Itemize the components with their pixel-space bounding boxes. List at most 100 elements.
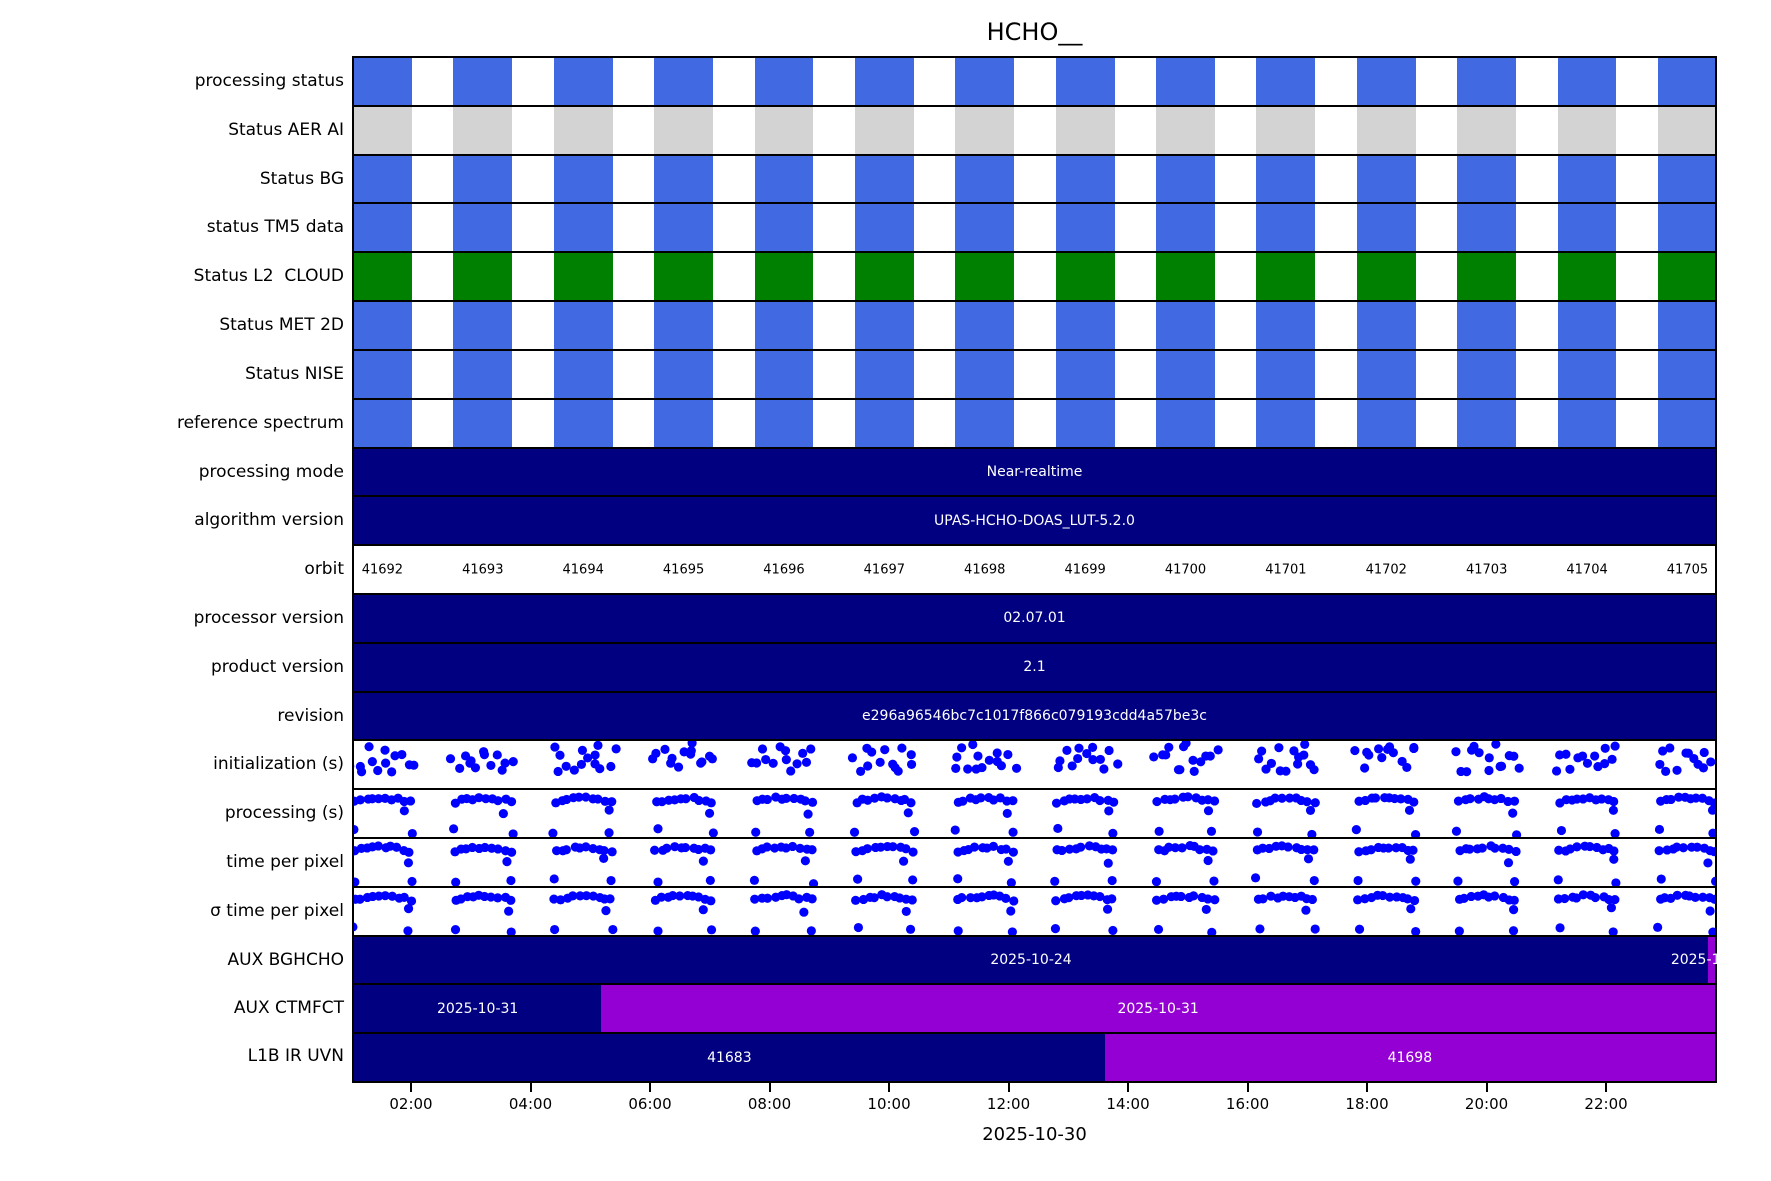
status-block <box>854 58 914 105</box>
status-block <box>754 253 814 301</box>
x-tick-mark <box>888 1083 891 1092</box>
status-block <box>453 399 513 447</box>
scatter-plot-initialization-s <box>354 741 1715 777</box>
orbit-number: 41699 <box>1064 562 1106 578</box>
status-block <box>1356 106 1416 154</box>
bar-segment: 2025-10-31 <box>354 985 602 1033</box>
row-label-revision: revision <box>277 705 344 726</box>
row-status-nise <box>354 350 1715 400</box>
status-block <box>955 399 1015 447</box>
x-tick-label: 06:00 <box>628 1095 672 1113</box>
status-block <box>654 302 713 349</box>
row-l1b-ir-uvn: 41683 41698 <box>354 1034 1715 1082</box>
status-block <box>754 350 814 398</box>
status-block <box>854 350 914 398</box>
status-block <box>1658 58 1715 105</box>
bar-segment: 41683 <box>354 1034 1105 1082</box>
row-initialization-s <box>354 741 1715 791</box>
status-block <box>1557 253 1617 301</box>
bar-segment-label: 2025-10-31 <box>1117 1000 1199 1017</box>
status-block <box>1356 253 1416 301</box>
bar-segment: 2025-10-31 <box>601 985 1715 1033</box>
status-block <box>1055 58 1115 105</box>
bar-segment-label: 2.1 <box>1023 659 1046 676</box>
status-block <box>754 204 814 252</box>
status-block <box>1557 399 1617 447</box>
status-block <box>754 399 814 447</box>
status-block <box>453 58 513 105</box>
status-block <box>1457 155 1517 203</box>
row-label-processing-s: processing (s) <box>224 802 344 823</box>
bar-segment-label: 2025-10-26 <box>1670 952 1753 969</box>
status-block <box>1356 302 1416 349</box>
orbit-number: 41701 <box>1265 562 1307 578</box>
orbit-number: 41703 <box>1465 562 1508 578</box>
row-status-l2-cloud <box>354 253 1715 303</box>
status-block <box>654 155 713 203</box>
status-block <box>453 106 513 154</box>
bar-segment: 2025-10-24 <box>354 936 1709 984</box>
row-label-processor-version: processor version <box>193 607 344 628</box>
bar-segment-label: 02.07.01 <box>1003 610 1066 627</box>
status-block <box>453 155 513 203</box>
row-label-product-version: product version <box>210 656 344 677</box>
x-tick-label: 16:00 <box>1225 1095 1270 1113</box>
status-block <box>854 204 914 252</box>
status-block <box>553 302 613 349</box>
orbit-number: 41702 <box>1365 562 1407 578</box>
row-processing-status <box>354 58 1715 107</box>
status-block <box>1557 302 1617 349</box>
bar-segment-label: 2025-10-31 <box>436 1000 519 1017</box>
status-block <box>1256 253 1316 301</box>
bar-segment: 41698 <box>1104 1034 1715 1082</box>
row-status-met-2d <box>354 302 1715 351</box>
orbit-number: 41696 <box>763 562 805 578</box>
status-block <box>354 155 412 203</box>
status-block <box>1356 350 1416 398</box>
status-block <box>354 350 412 398</box>
x-tick-mark <box>1127 1083 1130 1092</box>
status-block <box>1658 155 1715 203</box>
x-tick-mark <box>409 1083 412 1092</box>
status-block <box>1658 204 1715 252</box>
status-block <box>1557 58 1617 105</box>
status-block <box>1156 58 1215 105</box>
bar-segment-label: e296a96546bc7c1017f866c079193cdd4a57be3c <box>862 707 1207 724</box>
status-block <box>654 204 713 252</box>
scatter-plot-time-per-pixel <box>354 840 1715 886</box>
row-aux-ctmfct: 2025-10-31 2025-10-31 <box>354 985 1715 1035</box>
scatter-plot-processing-s <box>354 792 1715 837</box>
row-algorithm-version: UPAS-HCHO-DOAS_LUT-5.2.0 <box>354 497 1715 547</box>
status-block <box>754 106 814 154</box>
row-processing-s <box>354 790 1715 839</box>
row-label-l1b-ir-uvn: L1B IR UVN <box>247 1045 344 1066</box>
row-label-processing-mode: processing mode <box>198 461 344 482</box>
status-block <box>854 399 914 447</box>
row-label-status-l2-cloud: Status L2 CLOUD <box>193 265 344 286</box>
x-tick-label: 22:00 <box>1584 1095 1628 1113</box>
row-sigma-time-per-pixel <box>354 888 1715 937</box>
row-label-initialization-s: initialization (s) <box>213 753 344 774</box>
status-block <box>1256 350 1316 398</box>
row-label-status-tm5-data: status TM5 data <box>206 216 344 237</box>
x-axis-date-label: 2025-10-30 <box>982 1124 1087 1145</box>
row-time-per-pixel <box>354 839 1715 888</box>
status-block <box>1457 58 1517 105</box>
orbit-number: 41692 <box>361 562 404 578</box>
row-label-status-bg: Status BG <box>259 168 344 189</box>
row-status-bg <box>354 155 1715 205</box>
status-block <box>1557 155 1617 203</box>
orbit-number: 41698 <box>964 562 1006 578</box>
row-label-orbit: orbit <box>304 558 344 579</box>
x-tick-label: 12:00 <box>986 1095 1031 1113</box>
x-tick-mark <box>1246 1083 1249 1092</box>
status-block <box>1156 399 1215 447</box>
status-block <box>854 253 914 301</box>
x-tick-mark <box>1485 1083 1488 1092</box>
status-block <box>955 302 1015 349</box>
status-block <box>1055 155 1115 203</box>
status-block <box>955 350 1015 398</box>
status-block <box>654 350 713 398</box>
x-tick-mark <box>768 1083 771 1092</box>
status-block <box>854 302 914 349</box>
